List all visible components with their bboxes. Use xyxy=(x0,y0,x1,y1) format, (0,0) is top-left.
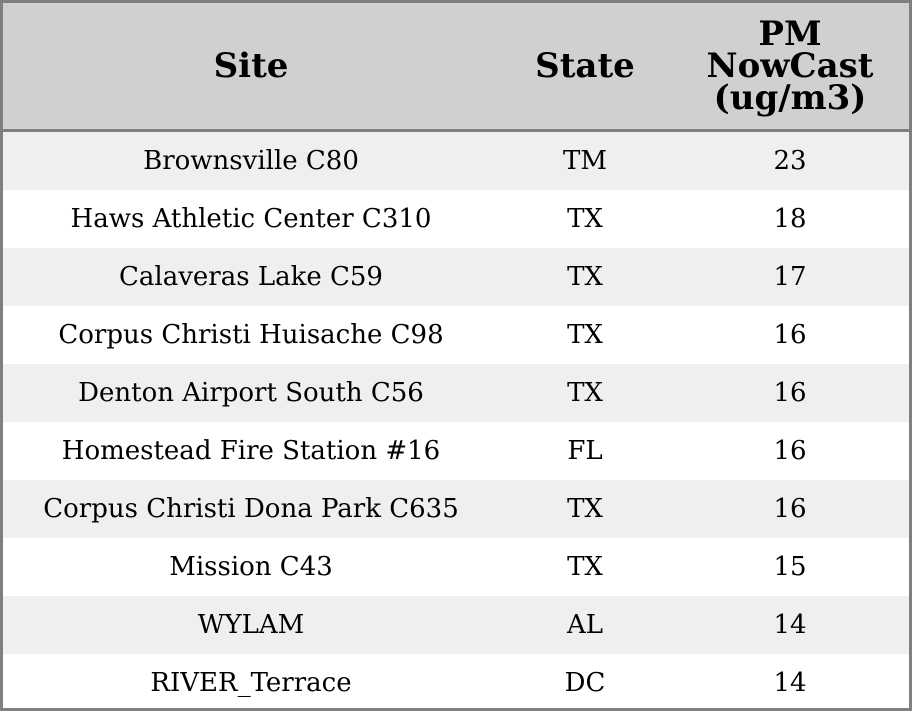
cell-state: TX xyxy=(567,320,603,350)
table-row: Denton Airport South C56 TX 16 xyxy=(3,364,909,422)
column-header-site: Site xyxy=(3,3,499,129)
table-row: RIVER_Terrace DC 14 xyxy=(3,654,909,708)
cell-pm-nowcast: 23 xyxy=(773,146,807,176)
cell-site: Haws Athletic Center C310 xyxy=(70,204,432,234)
cell-pm-nowcast: 16 xyxy=(773,436,807,466)
cell-site: Brownsville C80 xyxy=(143,146,359,176)
table-row: Corpus Christi Dona Park C635 TX 16 xyxy=(3,480,909,538)
column-header-state: State xyxy=(499,3,671,129)
cell-state: TX xyxy=(567,204,603,234)
column-header-pm-line-3: (ug/m3) xyxy=(713,78,867,118)
cell-state: DC xyxy=(564,668,606,698)
cell-state: AL xyxy=(566,610,604,640)
cell-state: TX xyxy=(567,552,603,582)
cell-pm-nowcast: 15 xyxy=(773,552,807,582)
cell-site: Corpus Christi Huisache C98 xyxy=(58,320,444,350)
cell-pm-nowcast: 14 xyxy=(773,668,807,698)
table-row: Brownsville C80 TM 23 xyxy=(3,132,909,190)
cell-pm-nowcast: 17 xyxy=(773,262,807,292)
cell-state: TX xyxy=(567,494,603,524)
cell-pm-nowcast: 14 xyxy=(773,610,807,640)
cell-pm-nowcast: 16 xyxy=(773,378,807,408)
cell-state: TX xyxy=(567,262,603,292)
table-row: Haws Athletic Center C310 TX 18 xyxy=(3,190,909,248)
column-header-pm-line-2: NowCast xyxy=(706,46,874,86)
column-header-state-label: State xyxy=(535,46,635,86)
cell-site: Homestead Fire Station #16 xyxy=(61,436,441,466)
table-row: Mission C43 TX 15 xyxy=(3,538,909,596)
cell-pm-nowcast: 16 xyxy=(773,494,807,524)
cell-site: Corpus Christi Dona Park C635 xyxy=(43,494,459,524)
column-header-pm-nowcast: PM NowCast (ug/m3) xyxy=(671,3,909,129)
table-row: Homestead Fire Station #16 FL 16 xyxy=(3,422,909,480)
table-body: Brownsville C80 TM 23 Haws Athletic Center … xyxy=(3,132,909,708)
table-row: Corpus Christi Huisache C98 TX 16 xyxy=(3,306,909,364)
table-row: Calaveras Lake C59 TX 17 xyxy=(3,248,909,306)
column-header-site-label: Site xyxy=(213,46,289,86)
cell-site: Denton Airport South C56 xyxy=(78,378,424,408)
cell-state: TM xyxy=(563,146,607,176)
cell-site: WYLAM xyxy=(197,610,305,640)
cell-site: RIVER_Terrace xyxy=(150,668,352,698)
table-header: Site State PM NowCast (ug/m3) xyxy=(3,3,909,132)
table-row: WYLAM AL 14 xyxy=(3,596,909,654)
cell-pm-nowcast: 16 xyxy=(773,320,807,350)
cell-state: TX xyxy=(567,378,603,408)
column-header-pm-line-1: PM xyxy=(758,14,822,54)
cell-state: FL xyxy=(567,436,603,466)
cell-site: Mission C43 xyxy=(169,552,333,582)
cell-pm-nowcast: 18 xyxy=(773,204,807,234)
cell-site: Calaveras Lake C59 xyxy=(119,262,383,292)
